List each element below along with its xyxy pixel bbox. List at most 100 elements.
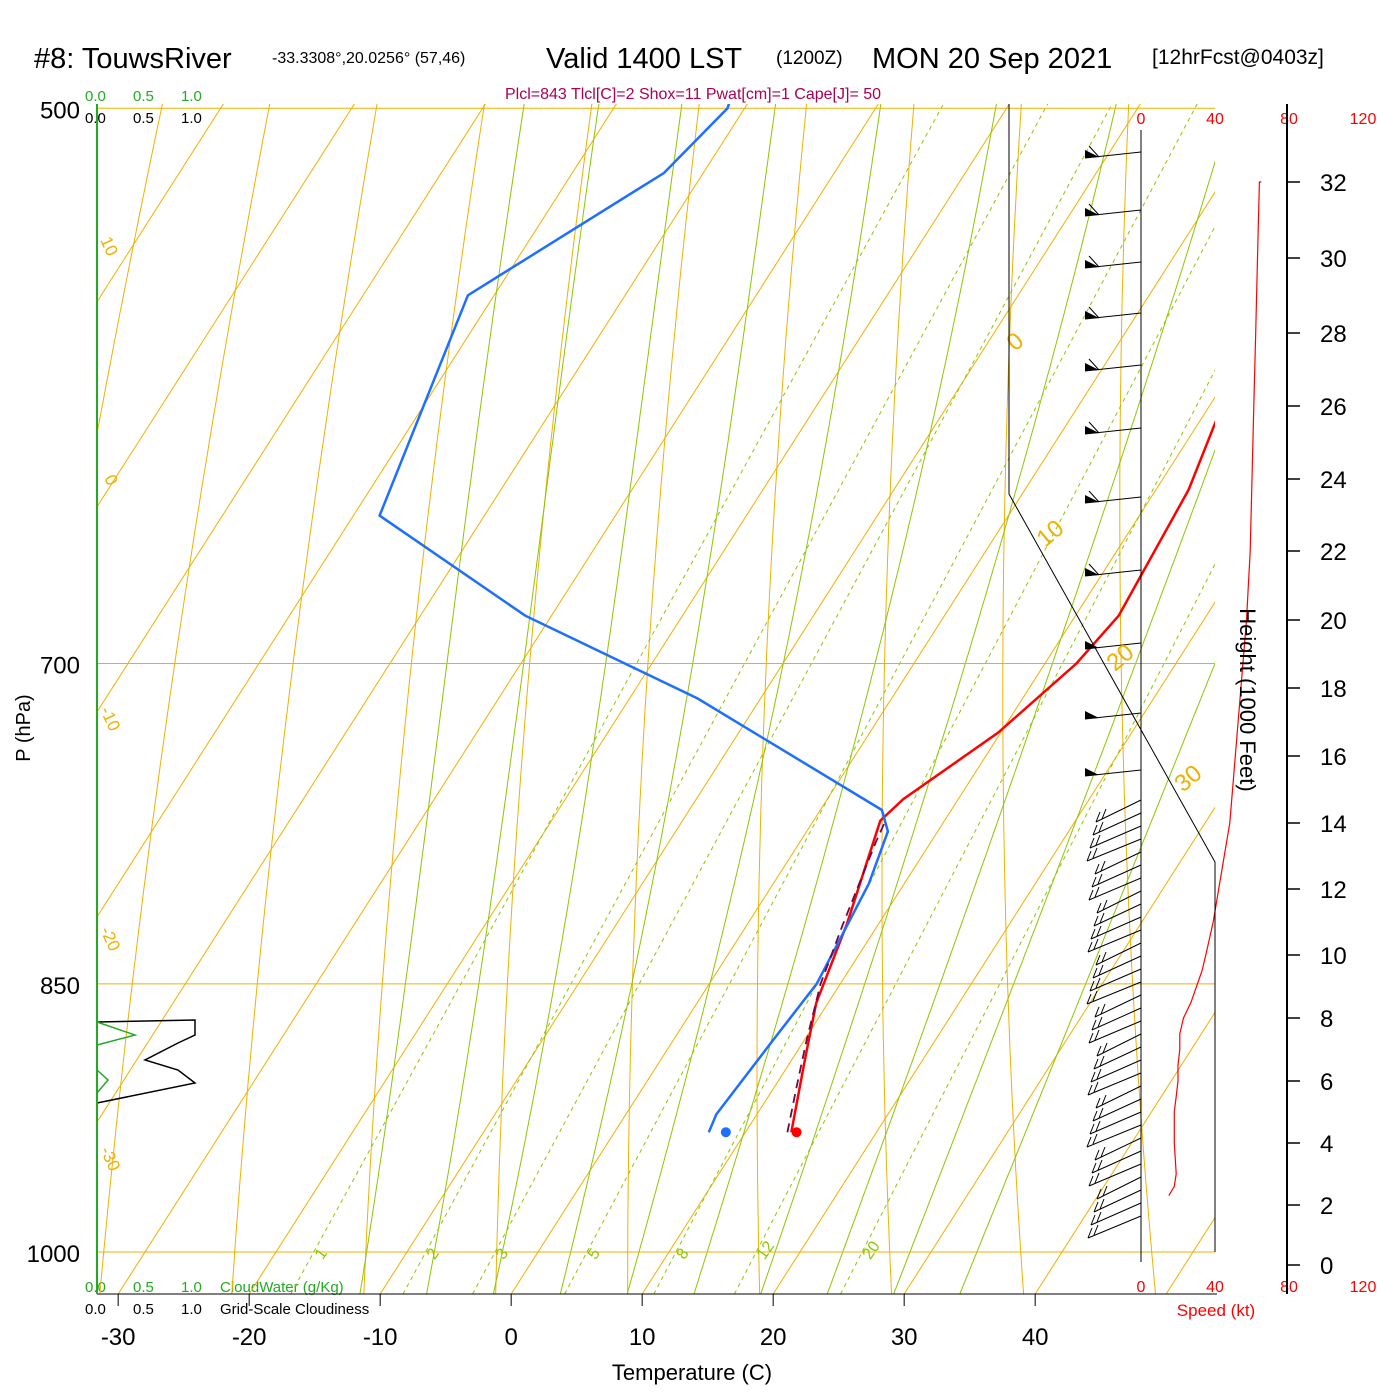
- cloudiness-scale-bottom: 0.0 0.5 1.0 Grid-Scale Cloudiness: [85, 1301, 369, 1318]
- cloudwater-scale-top: 0.0 0.5 1.0: [85, 88, 202, 105]
- wind-barb-feather: [1102, 1042, 1108, 1054]
- height-tick-label: 32: [1320, 170, 1347, 197]
- height-tick-label: 12: [1320, 877, 1347, 904]
- wind-barb-staff: [1092, 955, 1142, 979]
- tropopause-frame-line: [1008, 104, 1216, 1252]
- wind-barb-feather: [1094, 1006, 1100, 1018]
- speed-tick-top: 120: [1350, 111, 1377, 128]
- moist-adiabat-line: [626, 104, 882, 1294]
- moist-adiabat-line: [559, 104, 777, 1294]
- wind-barb-feather: [1099, 1055, 1105, 1067]
- cloudwater-scale-bottom: 0.0 0.5 1.0 CloudWater (g/Kg): [85, 1279, 344, 1296]
- isotherm-line: [0, 0, 558, 1294]
- moist-adiabat-line: [959, 662, 1215, 1294]
- wind-barb-feather: [1086, 850, 1092, 862]
- wind-barb-feather: [1099, 912, 1105, 924]
- wind-barb-staff: [1088, 1020, 1142, 1044]
- wind-barb-staff: [1096, 1033, 1142, 1057]
- wind-barb-feather: [1088, 1032, 1094, 1044]
- speed-tick-top: 80: [1280, 111, 1298, 128]
- moist-adiabat-line: [359, 104, 525, 1294]
- wind-barb-staff: [1090, 916, 1142, 940]
- cloudwater-profile-line: [96, 1069, 110, 1094]
- wind-barb-staff: [1092, 812, 1142, 836]
- wind-barb-feather: [1100, 1146, 1106, 1158]
- wind-barb-feather: [1100, 860, 1106, 872]
- wind-barb-feather: [1094, 863, 1100, 875]
- dry-adiabat-line: [99, 104, 271, 1294]
- speed-tick-top: 0: [1137, 111, 1146, 128]
- wind-barb-pennant: [1085, 495, 1099, 503]
- wind-barb-staff: [1093, 1046, 1142, 1070]
- wind-barb-feather: [1094, 1172, 1100, 1184]
- wind-barb-feather: [1092, 967, 1098, 979]
- wind-barb-staff: [1086, 981, 1142, 1005]
- wind-speed-axis-title: Speed (kt): [1177, 1301, 1255, 1320]
- cw-btick-2: 1.0: [181, 1279, 202, 1296]
- wind-barb-staff: [1088, 877, 1142, 901]
- station-coords: -33.3308°,20.0256° (57,46): [272, 50, 465, 67]
- wind-barb-feather: [1087, 1227, 1093, 1239]
- dry-adiabat-line: [1119, 104, 1156, 1294]
- wind-barb-staff: [1092, 1098, 1142, 1122]
- temperature-tick-label: 0: [504, 1324, 517, 1351]
- wind-barb-feather: [1090, 1214, 1096, 1226]
- cw-btick-1: 0.5: [133, 1279, 154, 1296]
- height-tick-label: 26: [1320, 394, 1347, 421]
- wind-barb-feather: [1088, 490, 1100, 503]
- wind-barb-staff: [1093, 1189, 1142, 1213]
- indices-text: Plcl=843 Tlcl[C]=2 Shox=11 Pwat[cm]=1 Ca…: [505, 86, 881, 103]
- wind-barb-staff: [1086, 1124, 1142, 1148]
- cl-tick-2: 1.0: [181, 110, 202, 127]
- wind-barb-pennant: [1085, 568, 1099, 576]
- wind-barb-staff: [1095, 1085, 1142, 1109]
- wind-barb-staff: [1096, 890, 1142, 914]
- cw-tick-0: 0.0: [85, 88, 106, 105]
- wind-barb-pennant: [1085, 260, 1099, 268]
- wind-barb-pennant: [1085, 311, 1099, 319]
- wind-barb-feather: [1102, 1185, 1108, 1197]
- wind-barb-staff: [1091, 864, 1142, 888]
- height-tick-label: 0: [1320, 1253, 1333, 1280]
- utc-time: (1200Z): [776, 48, 843, 69]
- pressure-tick-label: 850: [40, 973, 80, 1000]
- wind-barb-feather: [1086, 1136, 1092, 1148]
- isotherm-label: 10: [1032, 515, 1070, 553]
- wind-barb-staff: [1087, 929, 1142, 953]
- temperature-tick-label: -10: [363, 1324, 398, 1351]
- pressure-tick-label: 500: [40, 97, 80, 124]
- cl-btick-0: 0.0: [85, 1301, 106, 1318]
- dry-adiabat-line: [1343, 0, 1400, 1294]
- wind-barb-feather: [1090, 1071, 1096, 1083]
- wind-barb-feather: [1092, 824, 1098, 836]
- height-tick-label: 20: [1320, 608, 1347, 635]
- isotherm-label: -10: [96, 704, 124, 734]
- wind-barb-feather: [1094, 886, 1100, 898]
- wind-barb-feather: [1095, 834, 1101, 846]
- parcel-profile-line: [786, 820, 887, 1133]
- wind-barb-feather: [1099, 1198, 1105, 1210]
- wind-barb-pennant: [1085, 426, 1099, 434]
- isotherm-line: [903, 806, 1215, 1294]
- wind-barb-feather: [1086, 993, 1092, 1005]
- temperature-tick-label: 10: [629, 1324, 656, 1351]
- wind-barb-feather: [1096, 1045, 1102, 1057]
- isotherm-line: [97, 104, 617, 918]
- isotherm-line: [97, 104, 486, 713]
- mixing-ratio-line: [472, 104, 1113, 1294]
- wind-barb-staff: [1095, 942, 1142, 966]
- dry-adiabat-line: [363, 104, 485, 1294]
- isotherm-line: [379, 104, 1141, 1294]
- wind-barb-pennant: [1085, 768, 1099, 776]
- plot-frame: [96, 104, 1288, 1295]
- wind-barb-staff: [1088, 1163, 1142, 1187]
- mixing-ratio-label: 8: [674, 1246, 693, 1263]
- height-tick-label: 14: [1320, 811, 1347, 838]
- cw-tick-2: 1.0: [181, 88, 202, 105]
- wind-barb-staff: [1094, 851, 1142, 875]
- wind-barb-feather: [1092, 1133, 1098, 1145]
- speed-tick-bottom: 40: [1206, 1279, 1224, 1296]
- wind-barb-feather: [1098, 821, 1104, 833]
- mixing-ratio-label: 5: [585, 1246, 604, 1263]
- wind-barb-staff: [1089, 1111, 1142, 1135]
